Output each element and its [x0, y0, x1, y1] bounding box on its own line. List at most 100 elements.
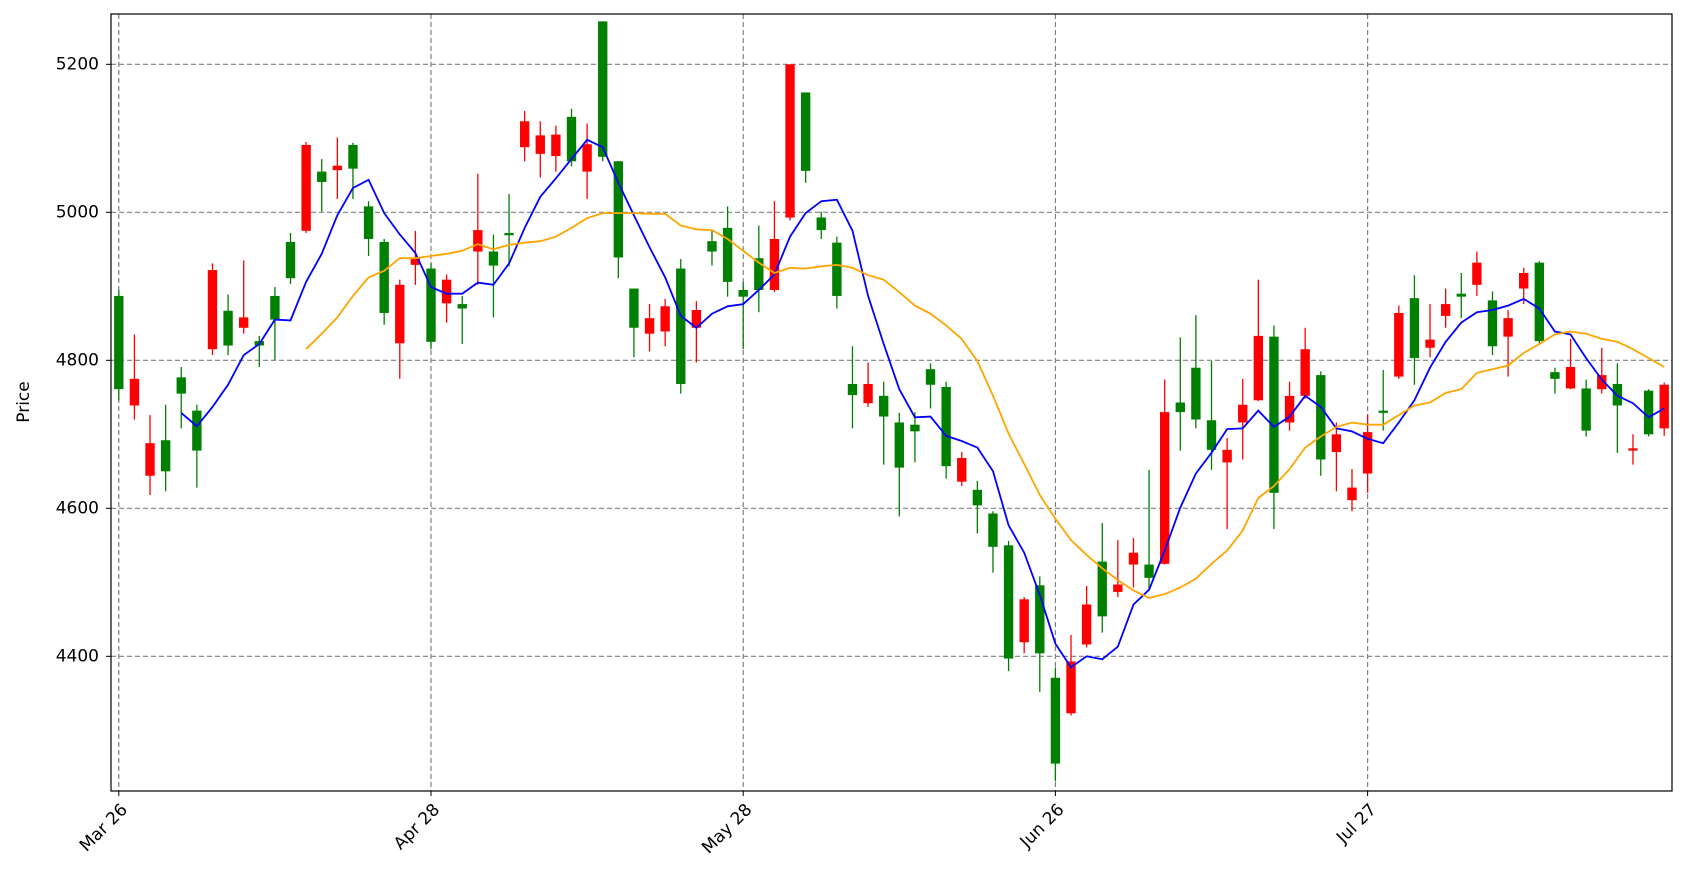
candle-body — [379, 241, 389, 313]
candle-body — [1284, 395, 1295, 423]
x-tick-label: May 28 — [698, 800, 756, 858]
candle-body — [441, 279, 452, 304]
candle-body — [613, 161, 624, 258]
candle-body — [1191, 367, 1201, 420]
candle-body — [644, 318, 655, 334]
candle-body — [1253, 335, 1264, 401]
candle-body — [1003, 545, 1014, 659]
candle-body — [145, 443, 155, 476]
candle-body — [1316, 375, 1326, 460]
candle-body — [301, 144, 311, 231]
candle-body — [957, 458, 967, 482]
candle-body — [816, 217, 826, 231]
candle-body — [1581, 388, 1591, 431]
candle-body — [1019, 599, 1029, 643]
candle-body — [395, 284, 405, 344]
candle-body — [910, 424, 920, 432]
candle-body — [348, 144, 358, 169]
candle-body — [941, 386, 951, 467]
x-tick-label: Apr 28 — [390, 800, 444, 854]
candle-body — [1409, 298, 1420, 359]
candle-body — [317, 171, 327, 182]
plot-frame — [110, 13, 1673, 792]
candle-body — [894, 422, 904, 468]
moving-average-line — [305, 212, 1665, 599]
candle-body — [410, 258, 421, 265]
candle-body — [1113, 584, 1123, 592]
candle-body — [1659, 384, 1669, 429]
x-tick-label: Mar 26 — [76, 800, 132, 856]
candle-body — [192, 410, 202, 451]
candle-body — [1550, 372, 1560, 379]
candle-body — [1128, 552, 1139, 565]
candle-body — [598, 21, 608, 157]
candle-body — [800, 92, 811, 171]
candle-body — [722, 227, 733, 282]
candle-body — [1347, 487, 1357, 501]
candle-body — [160, 440, 171, 472]
candle-body — [754, 258, 764, 291]
candle-body — [785, 64, 795, 218]
candle-body — [566, 116, 577, 162]
candle-body — [1628, 448, 1638, 451]
candle-body — [239, 317, 249, 328]
y-tick-label: 4600 — [56, 498, 99, 518]
candle-body — [332, 165, 343, 171]
candle-body — [223, 310, 233, 346]
candle-body — [925, 369, 936, 385]
candle-body — [1378, 410, 1388, 413]
y-tick-label: 4400 — [56, 646, 99, 666]
candle-body — [1456, 293, 1466, 297]
candle-body — [582, 144, 592, 172]
x-tick-label: Jul 27 — [1332, 800, 1380, 848]
candle-body — [1175, 402, 1185, 413]
candle-body — [1206, 420, 1217, 450]
candle-body — [1222, 449, 1232, 463]
candle-body — [1534, 262, 1544, 342]
candle-body — [114, 295, 124, 390]
candle-body — [1519, 273, 1529, 289]
candle-body — [1440, 304, 1451, 316]
candle-body — [1394, 312, 1404, 377]
x-tick-label: Jun 26 — [1016, 800, 1069, 853]
candle-body — [1503, 318, 1513, 337]
candle-body — [285, 241, 296, 279]
y-axis-label: Price — [14, 381, 34, 422]
candle-body — [1269, 336, 1279, 493]
candle-body — [535, 135, 545, 154]
candle-body — [1050, 677, 1061, 764]
candle-body — [1472, 262, 1482, 285]
candle-body — [1159, 412, 1170, 564]
candle-body — [426, 268, 436, 342]
candle-body — [972, 489, 983, 506]
candle-body — [1081, 604, 1092, 645]
candle-body — [176, 377, 186, 394]
candle-body — [1035, 585, 1045, 654]
candle-body — [207, 270, 218, 350]
candle-body — [676, 268, 686, 384]
candle-body — [270, 295, 280, 320]
candle-body — [504, 233, 514, 236]
candle-body — [832, 242, 842, 296]
y-tick-label: 4800 — [56, 350, 99, 370]
candle-body — [1300, 349, 1310, 396]
candle-body — [988, 513, 998, 547]
candle-body — [1097, 561, 1107, 617]
candle-body — [629, 288, 639, 328]
candle-body — [473, 230, 483, 252]
candle-body — [1144, 564, 1154, 578]
moving-average-line — [180, 138, 1665, 669]
candle-body — [1597, 375, 1607, 390]
candle-body — [457, 304, 467, 309]
candle-body — [363, 206, 374, 239]
candle-body — [488, 251, 499, 266]
candle-body — [519, 121, 530, 148]
candle-body — [660, 306, 670, 332]
candle-body — [129, 378, 140, 406]
candle-body — [1066, 661, 1076, 714]
y-tick-label: 5000 — [56, 202, 99, 222]
candle-body — [1643, 390, 1654, 435]
candle-body — [1362, 432, 1373, 474]
candle-body — [738, 290, 748, 297]
